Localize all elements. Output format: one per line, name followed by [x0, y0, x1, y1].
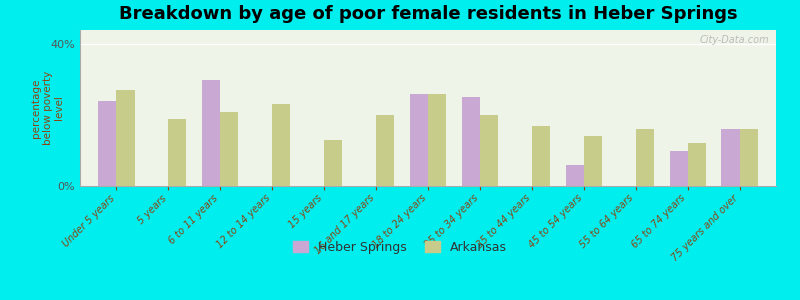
- Bar: [584, 136, 602, 186]
- Bar: [98, 101, 116, 186]
- Bar: [532, 126, 550, 186]
- Bar: [462, 98, 480, 186]
- Bar: [428, 94, 446, 186]
- Bar: [740, 129, 758, 186]
- Bar: [722, 129, 740, 186]
- Legend: Heber Springs, Arkansas: Heber Springs, Arkansas: [288, 236, 512, 259]
- Bar: [670, 151, 688, 186]
- Bar: [220, 112, 238, 186]
- Bar: [116, 90, 134, 186]
- Bar: [202, 80, 220, 186]
- Title: Breakdown by age of poor female residents in Heber Springs: Breakdown by age of poor female resident…: [118, 5, 738, 23]
- Bar: [688, 143, 706, 186]
- Text: City-Data.com: City-Data.com: [699, 35, 769, 45]
- Bar: [636, 129, 654, 186]
- Bar: [566, 165, 584, 186]
- Bar: [480, 115, 498, 186]
- Bar: [168, 118, 186, 186]
- Bar: [376, 115, 394, 186]
- Bar: [272, 104, 290, 186]
- Bar: [410, 94, 428, 186]
- Y-axis label: percentage
below poverty
level: percentage below poverty level: [31, 71, 64, 145]
- Bar: [324, 140, 342, 186]
